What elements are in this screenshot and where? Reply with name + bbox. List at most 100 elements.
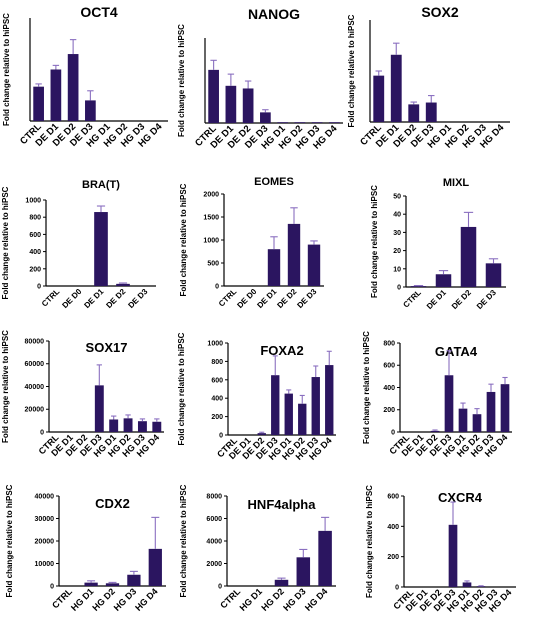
bar-hg-d2 <box>298 403 307 435</box>
bar-de-d3 <box>85 100 96 121</box>
y-tick-label: 40000 <box>35 493 55 500</box>
bar-de-d3 <box>425 102 437 122</box>
y-tick-label: 400 <box>387 524 399 531</box>
x-tick-label: DE D2 <box>275 287 298 310</box>
bar-hg-d1 <box>284 393 293 435</box>
chart-title: GATA4 <box>435 344 478 359</box>
bar-de-d3 <box>94 385 104 432</box>
bar-de-d2 <box>460 226 477 287</box>
y-tick-label: 10 <box>393 266 401 273</box>
x-tick-label: DE D0 <box>60 287 83 310</box>
x-tick-label: CTRL <box>401 288 423 310</box>
x-tick-label: CTRL <box>217 287 239 309</box>
y-tick-label: 40 <box>393 212 401 219</box>
x-tick-label: DE D1 <box>425 288 448 311</box>
y-tick-label: 400 <box>383 385 395 392</box>
bar-hg-d3 <box>311 377 320 435</box>
y-tick-label: 0 <box>218 583 222 590</box>
x-tick-label: CTRL <box>40 287 62 309</box>
bar-de-d3 <box>448 524 458 587</box>
chart-title: CDX2 <box>95 496 130 511</box>
y-tick-label: 50 <box>393 193 401 200</box>
chart-panel-foxa2: FOXA2 Fold change relative to hiPSC 0 200 40… <box>177 332 336 462</box>
y-axis-label: Fold change relative to hiPSC <box>347 14 356 127</box>
y-tick-label: 10000 <box>35 561 55 568</box>
y-tick-label: 800 <box>383 340 395 347</box>
bar-de-d2 <box>67 54 79 121</box>
bar-hg-d1 <box>84 582 98 586</box>
chart-title: SOX17 <box>86 340 128 355</box>
bar-de-d3 <box>271 375 280 435</box>
x-tick-label: HG D1 <box>69 586 96 613</box>
y-tick-label: 600 <box>387 493 399 500</box>
bar-de-d2 <box>287 223 301 286</box>
y-axis-label: Fold change relative to hiPSC <box>179 183 188 296</box>
x-tick-label: HG D2 <box>259 586 286 613</box>
chart-panel-hnf4alpha: HNF4alpha Fold change relative to hiPSC 0 2… <box>179 484 336 613</box>
y-tick-label: 400 <box>211 396 223 403</box>
y-tick-label: 500 <box>207 260 219 267</box>
y-tick-label: 4000 <box>206 538 222 545</box>
bar-hg-d3 <box>486 391 496 432</box>
y-tick-label: 2000 <box>206 561 222 568</box>
bar-hg-d4 <box>148 548 162 586</box>
bar-hg-d3 <box>127 574 141 586</box>
y-tick-label: 800 <box>211 359 223 366</box>
bar-de-d3 <box>444 375 454 432</box>
x-tick-label: DE D3 <box>126 287 149 310</box>
y-tick-label: 800 <box>29 215 41 222</box>
y-tick-label: 80000 <box>25 338 45 345</box>
chart-title: OCT4 <box>80 4 118 20</box>
y-tick-label: 0 <box>40 429 44 436</box>
x-tick-label: DE D1 <box>255 287 278 310</box>
bar-hg-d3 <box>296 557 311 586</box>
bar-de-d2 <box>242 88 254 123</box>
x-tick-label: HG D1 <box>238 586 265 613</box>
chart-title: SOX2 <box>421 4 459 20</box>
chart-title: FOXA2 <box>260 343 303 358</box>
bar-hg-d1 <box>109 419 119 432</box>
bar-de-d2 <box>408 104 420 122</box>
y-tick-label: 1000 <box>207 340 223 347</box>
chart-panel-eomes: EOMES Fold change relative to hiPSC 0 500 10… <box>179 176 324 310</box>
y-tick-label: 0 <box>50 583 54 590</box>
bar-hg-d4 <box>329 122 340 123</box>
y-axis-label: Fold change relative to hiPSC <box>2 13 11 126</box>
y-tick-label: 0 <box>397 284 401 291</box>
bar-ctrl <box>33 86 44 121</box>
y-axis-label: Fold change relative to hiPSC <box>177 332 186 445</box>
y-tick-label: 0 <box>395 584 399 591</box>
bar-hg-d2 <box>476 586 486 587</box>
chart-title: MIXL <box>443 177 470 189</box>
y-axis-label: Fold change relative to hiPSC <box>1 330 10 443</box>
bar-hg-d1 <box>462 582 472 587</box>
y-axis-label: Fold change relative to hiPSC <box>365 485 374 598</box>
chart-title: EOMES <box>254 176 294 188</box>
x-tick-label: DE D2 <box>450 288 473 311</box>
bar-hg-d2 <box>123 418 133 432</box>
bar-ctrl <box>208 69 219 123</box>
bar-hg-d2 <box>274 579 289 586</box>
x-tick-label: DE D2 <box>104 287 127 310</box>
bar-de-d1 <box>435 274 452 287</box>
bar-hg-d1 <box>458 408 468 432</box>
bar-de-d1 <box>50 69 62 121</box>
chart-title: BRA(T) <box>82 179 120 191</box>
bar-hg-d2 <box>105 583 120 586</box>
bar-hg-d4 <box>318 530 332 586</box>
y-tick-label: 0 <box>215 283 219 290</box>
bar-de-d1 <box>390 54 402 122</box>
bar-hg-d2 <box>472 414 482 432</box>
y-tick-label: 1000 <box>203 237 219 244</box>
y-tick-label: 200 <box>387 554 399 561</box>
y-axis-label: Fold change relative to hiPSC <box>370 185 379 298</box>
y-tick-label: 1500 <box>203 214 219 221</box>
y-axis-label: Fold change relative to hiPSC <box>1 186 10 299</box>
bar-hg-d3 <box>137 421 147 432</box>
y-tick-label: 200 <box>211 414 223 421</box>
y-tick-label: 600 <box>383 363 395 370</box>
chart-panel-cxcr4: CXCR4 Fold change relative to hiPSC 0 200 40… <box>365 485 516 614</box>
y-tick-label: 6000 <box>206 516 222 523</box>
y-tick-label: 400 <box>29 249 41 256</box>
